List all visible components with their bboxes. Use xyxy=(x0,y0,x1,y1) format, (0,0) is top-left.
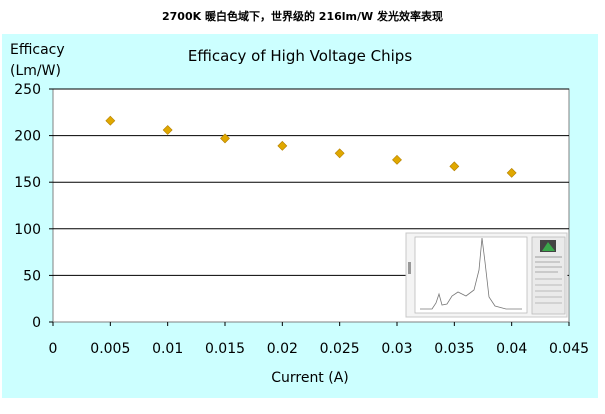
x-tick-label: 0.045 xyxy=(549,341,589,357)
y-axis-label-line2: (Lm/W) xyxy=(10,63,61,79)
x-tick-label: 0.035 xyxy=(434,341,474,357)
x-tick-label: 0.025 xyxy=(320,341,360,357)
data-point xyxy=(105,115,116,126)
x-tick-label: 0.02 xyxy=(267,341,298,357)
data-point xyxy=(277,140,288,151)
data-point xyxy=(506,167,517,178)
figure-caption: 2700K 暖白色域下，世界级的 216lm/W 发光效率表现 xyxy=(162,10,443,23)
data-point xyxy=(392,154,402,165)
y-tick-label: 0 xyxy=(32,315,41,331)
y-tick-label: 50 xyxy=(23,268,41,284)
y-tick-label: 150 xyxy=(14,175,41,191)
spectrum-inset-image xyxy=(405,232,568,318)
x-tick-label: 0.005 xyxy=(90,341,130,357)
data-point xyxy=(220,133,230,144)
y-tick-label: 200 xyxy=(14,129,41,145)
x-tick-label: 0.01 xyxy=(152,341,183,357)
data-point xyxy=(162,125,173,135)
y-tick-label: 100 xyxy=(14,222,41,238)
x-tick-label: 0.015 xyxy=(205,341,245,357)
x-tick-label: 0 xyxy=(49,341,58,357)
x-axis-label: Current (A) xyxy=(271,370,349,386)
chart-title: Efficacy of High Voltage Chips xyxy=(188,47,412,65)
data-point xyxy=(449,161,460,172)
data-point xyxy=(334,148,345,159)
x-tick-label: 0.03 xyxy=(381,341,412,357)
x-tick-label: 0.04 xyxy=(496,341,527,357)
y-axis-label-line1: Efficacy xyxy=(10,42,65,58)
y-tick-label: 250 xyxy=(14,82,41,98)
